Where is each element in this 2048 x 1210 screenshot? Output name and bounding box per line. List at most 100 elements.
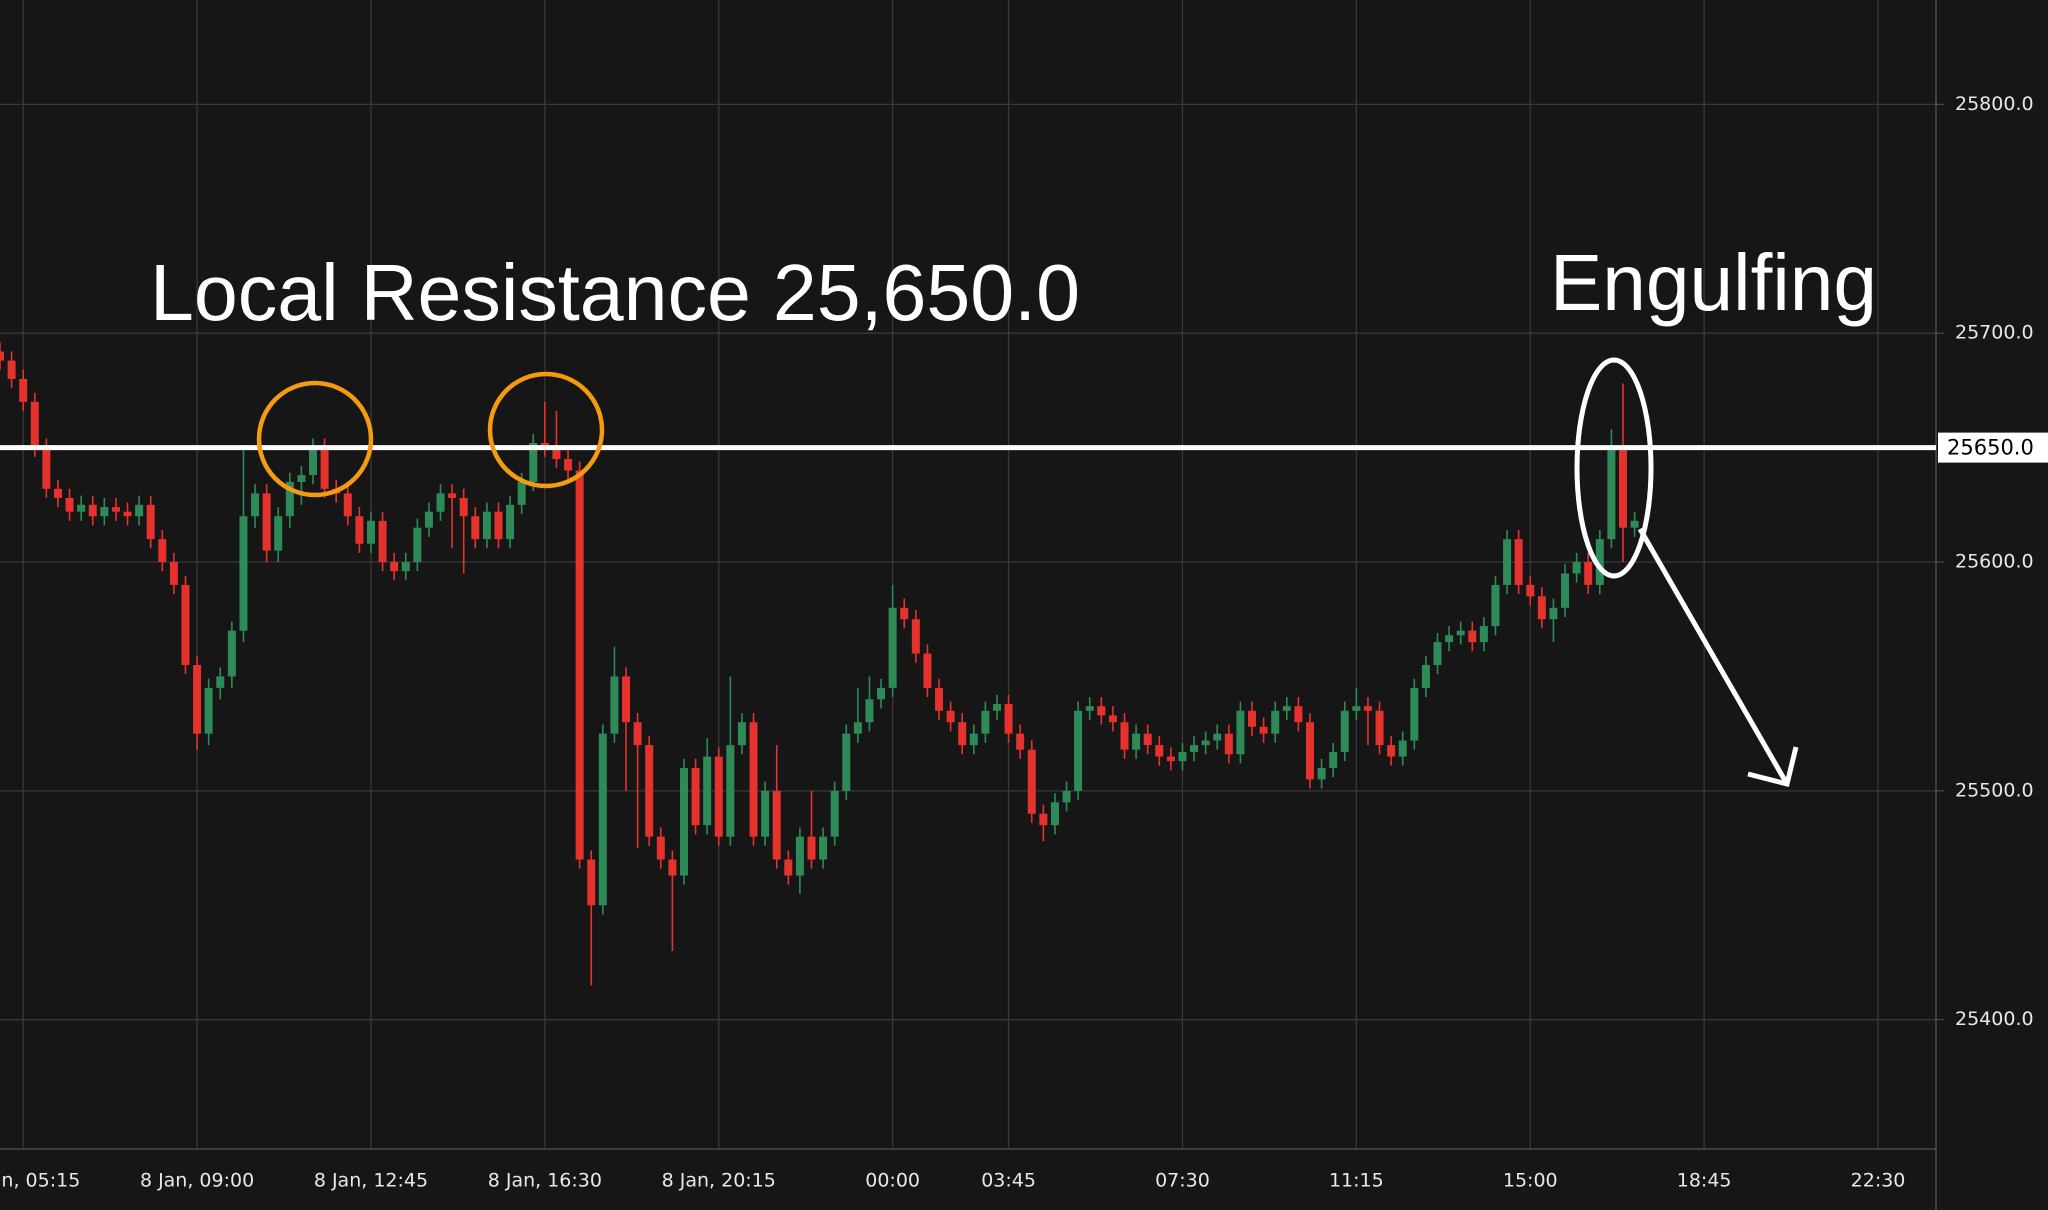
candle-body [343, 493, 352, 517]
candle-body [645, 745, 654, 837]
candle-body [1352, 706, 1361, 711]
candle-body [1074, 710, 1083, 791]
candle-body [30, 401, 39, 448]
candle-body [772, 790, 781, 860]
candle-body [691, 767, 700, 826]
candle-body [1479, 626, 1488, 643]
candle-body [7, 360, 16, 379]
highlight-circle [256, 380, 374, 498]
candle-body [703, 756, 712, 826]
grid [0, 0, 1936, 1149]
x-tick-label: 8 Jan, 16:30 [488, 1170, 602, 1192]
candle-body [111, 507, 120, 512]
candle-body [1224, 733, 1233, 755]
candle-body [1248, 710, 1257, 727]
candle-body [459, 497, 468, 517]
candle-body [401, 562, 410, 572]
candle-body [42, 447, 51, 489]
candle-body [1201, 740, 1210, 746]
candle-body [1387, 745, 1396, 757]
candle-body [1526, 584, 1535, 597]
candle-body [1108, 715, 1117, 723]
candle-body [877, 687, 886, 700]
y-tick-label: 25600.0 [1955, 551, 2034, 573]
candle-body [506, 504, 515, 540]
candle-body [146, 504, 155, 540]
candle-body [216, 676, 225, 688]
candle-body [656, 836, 665, 860]
candle-body [1433, 642, 1442, 666]
candle-body [1445, 635, 1454, 643]
candle-body [552, 447, 561, 460]
candle-body [181, 584, 190, 666]
candle-body [1097, 706, 1106, 716]
candle-body [1282, 706, 1291, 711]
candle-body [1190, 745, 1199, 752]
candle-body [981, 710, 990, 734]
candle-body [1236, 710, 1245, 755]
candle-body [366, 520, 375, 544]
candle-body [355, 516, 364, 544]
candle-body [53, 488, 62, 498]
candle-body [378, 520, 387, 563]
candle-body [958, 722, 967, 746]
candle-body [1016, 733, 1025, 750]
candle-body [1537, 596, 1546, 620]
candle-body [1329, 751, 1338, 768]
overlay: Local Resistance 25,650.0 Engulfing [150, 238, 1877, 788]
candle-body [679, 767, 688, 876]
candle-body [19, 378, 28, 402]
candle-body [610, 676, 619, 734]
candle-body [251, 493, 260, 517]
x-tick-label: 15:00 [1503, 1170, 1558, 1192]
candle-body [1607, 447, 1616, 540]
candle-body [1595, 539, 1604, 585]
candle-body [842, 733, 851, 791]
candle-body [1584, 562, 1593, 585]
candle-body [1317, 767, 1326, 780]
candle-body [529, 443, 538, 482]
candle-body [807, 836, 816, 860]
candle-body [169, 562, 178, 585]
candle-body [969, 733, 978, 746]
candle-body [193, 665, 202, 734]
candle-body [1155, 745, 1164, 757]
candle-body [1039, 813, 1048, 826]
candle-body [0, 351, 4, 361]
candle-body [1421, 665, 1430, 688]
candle-body [320, 447, 329, 489]
candle-body [1166, 756, 1175, 762]
candle-body [517, 481, 526, 505]
candle-body [784, 859, 793, 876]
candle-body [853, 722, 862, 734]
candle-body [598, 733, 607, 906]
candle-body [714, 756, 723, 837]
candle-body [1213, 733, 1222, 741]
candle-body [436, 493, 445, 512]
candle-body [239, 516, 248, 631]
candle-body [888, 607, 897, 688]
candle-body [1120, 722, 1129, 750]
x-tick-label: 22:30 [1851, 1170, 1906, 1192]
candle-body [1572, 562, 1581, 574]
candle-body [1456, 630, 1465, 636]
candle-body [448, 493, 457, 498]
candle-body [795, 836, 804, 876]
candle-body [1468, 630, 1477, 643]
x-tick-label: 8 Jan, 09:00 [140, 1170, 254, 1192]
candle-body [992, 703, 1001, 711]
candle-body [413, 527, 422, 563]
candle-body [622, 676, 631, 723]
y-tick-label: 25400.0 [1955, 1008, 2034, 1030]
candle-body [482, 511, 491, 540]
candle-body [274, 516, 283, 551]
candle-body [1549, 607, 1558, 620]
x-tick-label: 8 Jan, 12:45 [314, 1170, 428, 1192]
candles [0, 342, 1639, 986]
x-tick-label: 18:45 [1677, 1170, 1732, 1192]
price-tag [1938, 432, 2048, 463]
candle-body [1143, 733, 1152, 746]
x-tick-label: 07:30 [1155, 1170, 1210, 1192]
